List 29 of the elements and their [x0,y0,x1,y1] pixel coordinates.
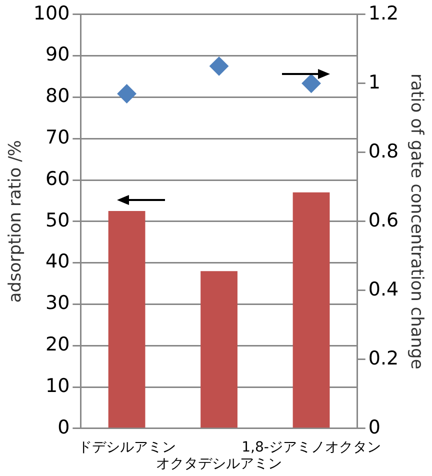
y-axis-title: adsorption ratio /% [6,140,26,303]
y2-tick-label: 0.4 [368,278,399,300]
y-tick-label: 100 [33,2,70,24]
y-tick-label: 40 [45,250,70,273]
bar [200,271,238,428]
bar [108,211,146,428]
point [117,84,136,104]
y-tick-label: 10 [45,374,70,397]
y-tick-label: 20 [45,334,70,356]
y2-tick-label: 0 [368,416,380,438]
point [210,56,229,76]
y-tick-label: 60 [45,168,70,190]
y2-tick-label: 0.6 [368,209,399,232]
y2-axis-title: ratio of gate concentration change [406,73,426,370]
y2-tick-label: 1.2 [368,2,399,24]
y-tick-label: 0 [58,416,70,438]
y2-tick-label: 0.8 [368,140,399,162]
x-tick-label: オクタデシルアミン [156,456,282,472]
bar [292,192,330,428]
y-tick-label: 80 [45,85,70,108]
y-tick-label: 90 [45,44,70,66]
y-tick-label: 50 [45,209,70,232]
y-tick-label: 70 [45,126,70,149]
x-tick-label: ドデシルアミン [78,439,176,456]
y-tick-label: 30 [45,292,70,314]
y2-tick-label: 0.2 [368,347,399,370]
y2-tick-label: 1 [368,71,380,94]
point [302,74,321,93]
x-tick-label: 1,8-ジアミノオクタン [242,439,381,456]
